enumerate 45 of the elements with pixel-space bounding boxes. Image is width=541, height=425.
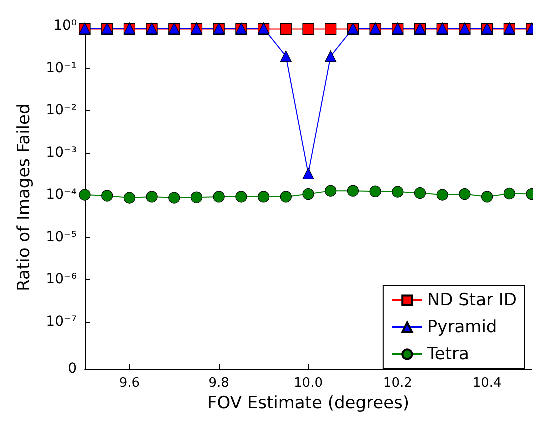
x-tick-label: 9.6 [119,376,140,392]
legend-label: ND Star ID [427,290,518,310]
point [459,188,471,200]
point [504,188,516,200]
point [392,186,404,198]
point [280,191,292,203]
point [236,191,248,203]
y-tick-label: 10⁻⁷ [46,314,77,330]
y-tick-label: 10⁻⁵ [46,229,77,246]
point [190,192,203,204]
point [124,192,136,204]
y-tick-label: 10⁻⁶ [46,272,78,288]
point [280,23,292,35]
y-axis-title: Ratio of Images Failed [14,104,34,292]
y-tick-label: 10⁰ [54,18,78,34]
point [482,191,494,203]
point [325,185,337,197]
x-tick-label: 10.2 [383,376,412,392]
point [302,168,314,180]
point [414,187,426,200]
point [168,192,180,204]
point [280,50,292,62]
y-tick-label: 10⁻³ [46,144,77,161]
point [302,188,314,200]
legend-label: Tetra [426,344,470,364]
y-tick-label: 10⁻² [46,102,77,119]
point [213,191,225,203]
point [436,189,448,201]
y-tick-label: 10⁻¹ [46,60,77,76]
x-axis-title: FOV Estimate (degrees) [207,394,410,414]
point [370,186,382,198]
x-tick-label: 9.8 [208,376,230,392]
legend-label: Pyramid [427,318,498,338]
y-tick-label: 0 [68,361,77,378]
point [79,189,91,201]
point [325,23,337,35]
point [102,190,114,202]
point [146,191,158,203]
y-tick-label: 10⁻⁴ [46,187,78,204]
x-tick-label: 10.0 [294,376,323,392]
x-tick-label: 10.4 [472,376,502,392]
point [258,191,270,203]
point [325,50,337,62]
point [347,185,359,197]
point [302,23,314,35]
